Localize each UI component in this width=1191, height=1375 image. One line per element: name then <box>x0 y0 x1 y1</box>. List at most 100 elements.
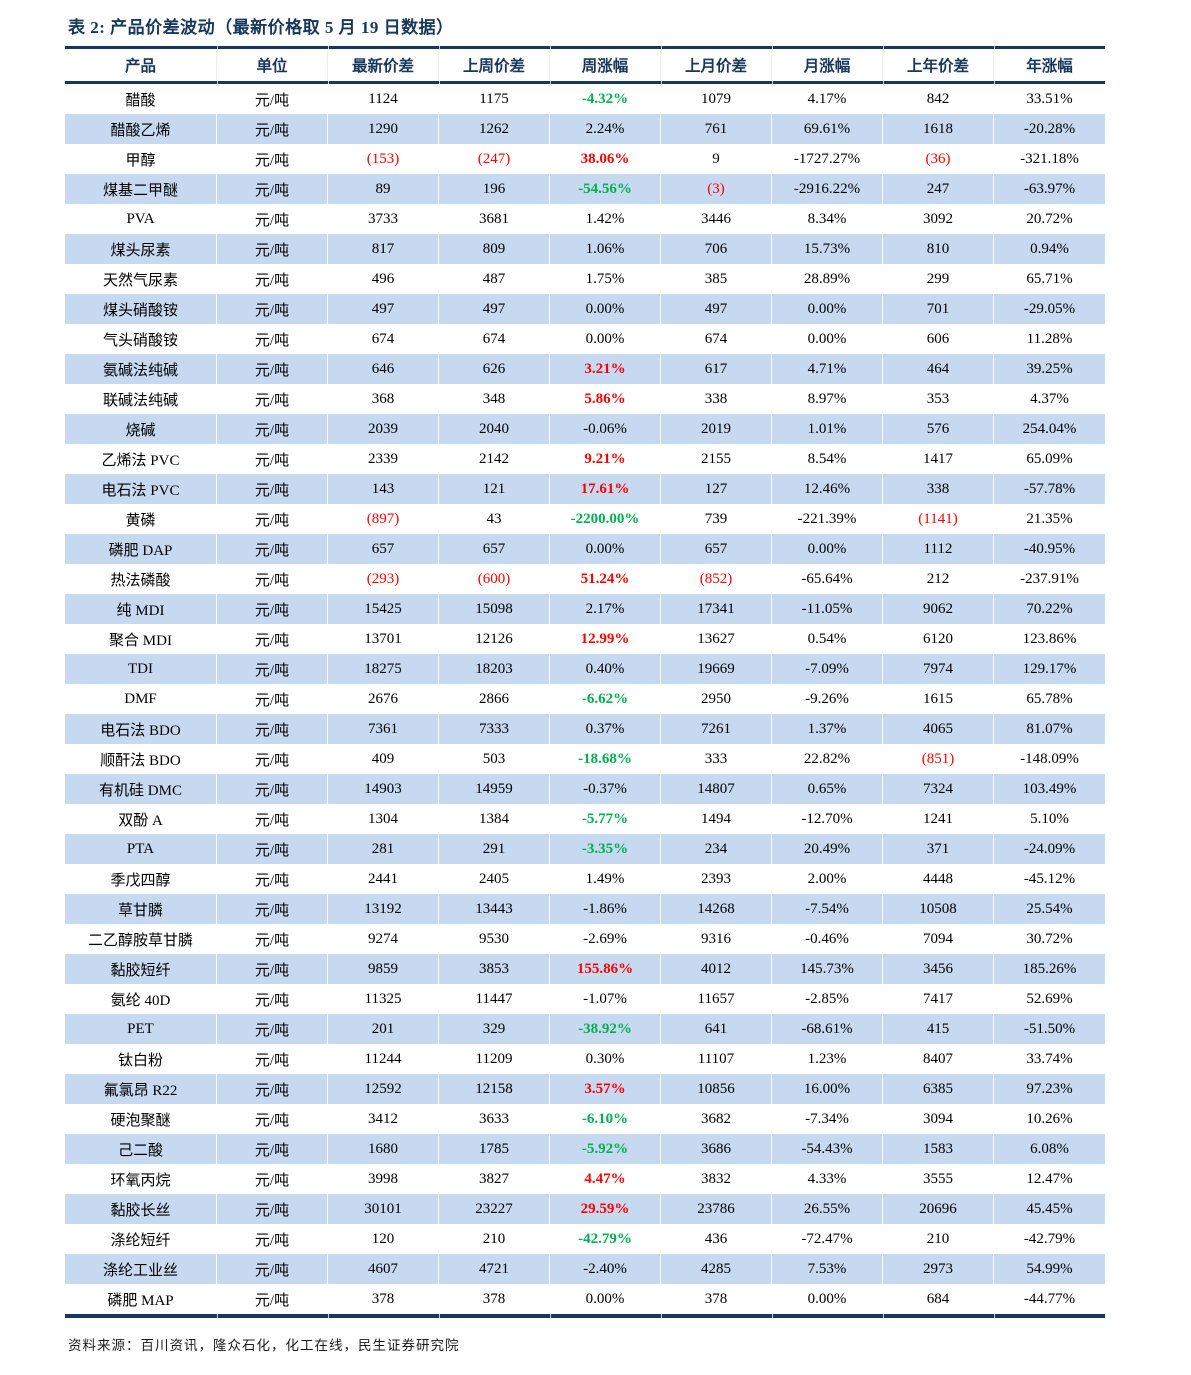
value-cell: 6.08% <box>1030 1140 1069 1157</box>
value-cell: 657 <box>661 534 772 564</box>
column-header: 周涨幅 <box>550 49 661 81</box>
value-cell: 348 <box>439 384 550 414</box>
value-cell: 1615 <box>883 684 994 714</box>
value-cell: 9859 <box>328 954 439 984</box>
table-row: 硬泡聚醚 元/吨 3412 3633 -6.10% 3682 -7.34% 3094 10.26… <box>65 1104 1105 1134</box>
value-cell: 2019 <box>661 414 772 444</box>
value-cell: 333 <box>661 744 772 774</box>
value-cell: 1112 <box>883 534 994 564</box>
value-cell: -0.46% <box>772 924 883 954</box>
value-cell: 155.86% <box>550 954 661 984</box>
value-cell: 元/吨 <box>217 714 328 744</box>
value-cell: 13192 <box>328 894 439 924</box>
value-cell: 4.17% <box>772 84 883 114</box>
rule-segment <box>218 81 328 84</box>
value-cell: 371 <box>883 834 994 864</box>
value-cell: 69.61% <box>772 114 883 144</box>
value-cell: -321.18% <box>1020 150 1079 167</box>
value-cell: 14903 <box>328 774 439 804</box>
value-cell: -1.86% <box>550 894 661 924</box>
value-cell: 145.73% <box>772 954 883 984</box>
value-cell: 1.01% <box>772 414 883 444</box>
rule-segment <box>65 46 217 49</box>
value-cell: -7.54% <box>772 894 883 924</box>
value-cell: 212 <box>883 564 994 594</box>
value-cell: 元/吨 <box>217 444 328 474</box>
value-cell: 3686 <box>661 1134 772 1164</box>
product-name-cell: 烧碱 <box>65 414 217 444</box>
value-cell: 元/吨 <box>217 594 328 624</box>
value-cell: 3633 <box>439 1104 550 1134</box>
value-cell: (153) <box>328 144 439 174</box>
product-name-cell: 煤头硝酸铵 <box>65 294 217 324</box>
value-cell: 12126 <box>439 624 550 654</box>
value-cell: 1583 <box>883 1134 994 1164</box>
table-top-rule <box>65 46 1105 49</box>
rule-segment <box>995 81 1105 84</box>
product-name-cell: 煤头尿素 <box>65 234 217 264</box>
value-cell: 1304 <box>328 804 439 834</box>
table-row: PTA 元/吨 281 291 -3.35% 234 20.49% 371 -24.09% <box>65 834 1105 864</box>
value-cell: 210 <box>439 1224 550 1254</box>
source-note: 资料来源：百川资讯，隆众石化，化工在线，民生证券研究院 <box>68 1338 460 1353</box>
value-cell: 29.59% <box>550 1194 661 1224</box>
product-name-cell: 乙烯法 PVC <box>65 444 217 474</box>
value-cell: 1.49% <box>550 864 661 894</box>
value-cell: 元/吨 <box>217 204 328 234</box>
value-cell: 378 <box>328 1284 439 1314</box>
value-cell: -38.92% <box>550 1014 661 1044</box>
rule-segment <box>773 46 883 49</box>
value-cell: 23786 <box>661 1194 772 1224</box>
value-cell: 51.24% <box>550 564 661 594</box>
value-cell: 185.26% <box>1022 960 1077 977</box>
value-cell: 6385 <box>883 1074 994 1104</box>
rule-segment <box>551 46 661 49</box>
value-cell: -42.79% <box>1023 1230 1076 1247</box>
value-cell: 1384 <box>439 804 550 834</box>
table-row: 氟氯昂 R22 元/吨 12592 12158 3.57% 10856 16.00% 6385… <box>65 1074 1105 1104</box>
value-cell: -221.39% <box>772 504 883 534</box>
value-cell: 3456 <box>883 954 994 984</box>
value-cell: 4065 <box>883 714 994 744</box>
value-cell: 97.23% <box>1026 1080 1073 1097</box>
value-cell: 元/吨 <box>217 894 328 924</box>
value-cell: (247) <box>439 144 550 174</box>
value-cell: 2.24% <box>550 114 661 144</box>
value-cell: -5.77% <box>550 804 661 834</box>
table-row: PVA 元/吨 3733 3681 1.42% 3446 8.34% 3092 20.72% <box>65 204 1105 234</box>
product-name-cell: 己二酸 <box>65 1134 217 1164</box>
column-header: 单位 <box>217 49 328 81</box>
table-header-row: 产品 单位 最新价差 上周价差 周涨幅 上月价差 月涨幅 上年价差 年涨幅 <box>65 49 1105 81</box>
product-name-cell: 黏胶短纤 <box>65 954 217 984</box>
value-cell: 7094 <box>883 924 994 954</box>
product-name-cell: 二乙醇胺草甘膦 <box>65 924 217 954</box>
value-cell: 1175 <box>439 84 550 114</box>
value-cell: 1262 <box>439 114 550 144</box>
value-cell: 0.00% <box>550 324 661 354</box>
value-cell: 元/吨 <box>217 474 328 504</box>
value-cell: 3682 <box>661 1104 772 1134</box>
report-page: 表 2: 产品价差波动（最新价格取 5 月 19 日数据） 产品 单位 最新价差 上周… <box>0 13 1191 1354</box>
value-cell: -44.77% <box>1023 1290 1076 1307</box>
value-cell: 39.25% <box>1026 360 1073 377</box>
column-header: 上年价差 <box>883 49 994 81</box>
value-cell: -42.79% <box>550 1224 661 1254</box>
table-row: 气头硝酸铵 元/吨 674 674 0.00% 674 0.00% 606 11.28% <box>65 324 1105 354</box>
value-cell: -3.35% <box>550 834 661 864</box>
product-name-cell: 磷肥 DAP <box>65 534 217 564</box>
value-cell: -40.95% <box>1023 540 1076 557</box>
table-row: 烧碱 元/吨 2039 2040 -0.06% 2019 1.01% 576 254.04% <box>65 414 1105 444</box>
value-cell: 65.71% <box>1026 270 1073 287</box>
value-cell: 121 <box>439 474 550 504</box>
value-cell: 3555 <box>883 1164 994 1194</box>
table-row: 钛白粉 元/吨 11244 11209 0.30% 11107 1.23% 8407 33.74… <box>65 1044 1105 1074</box>
product-name-cell: 氨碱法纯碱 <box>65 354 217 384</box>
value-cell: 2950 <box>661 684 772 714</box>
rule-segment <box>440 46 550 49</box>
value-cell: 809 <box>439 234 550 264</box>
value-cell: 元/吨 <box>217 1044 328 1074</box>
value-cell: 元/吨 <box>217 144 328 174</box>
product-name-cell: 黏胶长丝 <box>65 1194 217 1224</box>
table-row: 季戊四醇 元/吨 2441 2405 1.49% 2393 2.00% 4448 -45.12% <box>65 864 1105 894</box>
value-cell: 1.37% <box>772 714 883 744</box>
